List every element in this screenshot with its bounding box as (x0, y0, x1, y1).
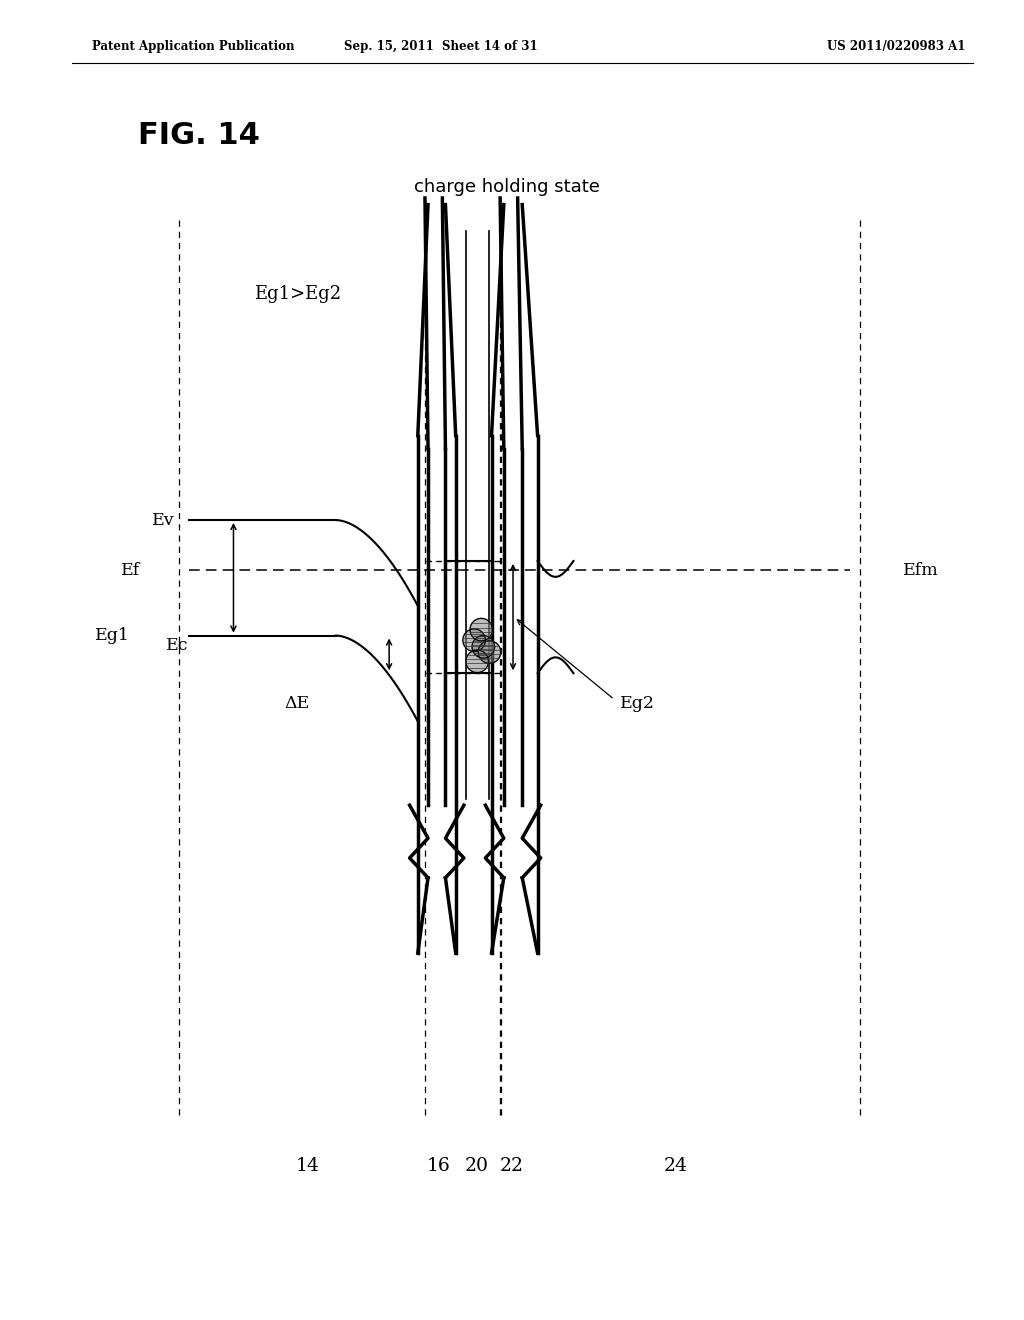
Text: 14: 14 (295, 1156, 319, 1175)
Polygon shape (478, 640, 501, 664)
Text: 20: 20 (465, 1156, 489, 1175)
Text: Ef: Ef (121, 562, 140, 578)
Polygon shape (466, 649, 488, 673)
Text: Efm: Efm (903, 562, 939, 578)
Text: 24: 24 (664, 1156, 688, 1175)
Text: Patent Application Publication: Patent Application Publication (92, 41, 295, 53)
Text: Eg1>Eg2: Eg1>Eg2 (254, 285, 341, 304)
Text: Ev: Ev (152, 512, 174, 528)
Text: Sep. 15, 2011  Sheet 14 of 31: Sep. 15, 2011 Sheet 14 of 31 (343, 41, 538, 53)
Text: charge holding state: charge holding state (414, 178, 600, 197)
Text: 16: 16 (426, 1156, 451, 1175)
Text: FIG. 14: FIG. 14 (138, 121, 260, 150)
Text: Eg1: Eg1 (95, 627, 130, 644)
Polygon shape (472, 635, 495, 659)
Text: 22: 22 (500, 1156, 524, 1175)
Text: Eg2: Eg2 (620, 696, 654, 711)
Text: ΔE: ΔE (285, 696, 310, 711)
Text: Ec: Ec (166, 638, 188, 653)
Polygon shape (470, 618, 493, 642)
Text: US 2011/0220983 A1: US 2011/0220983 A1 (826, 41, 966, 53)
Polygon shape (463, 628, 485, 652)
